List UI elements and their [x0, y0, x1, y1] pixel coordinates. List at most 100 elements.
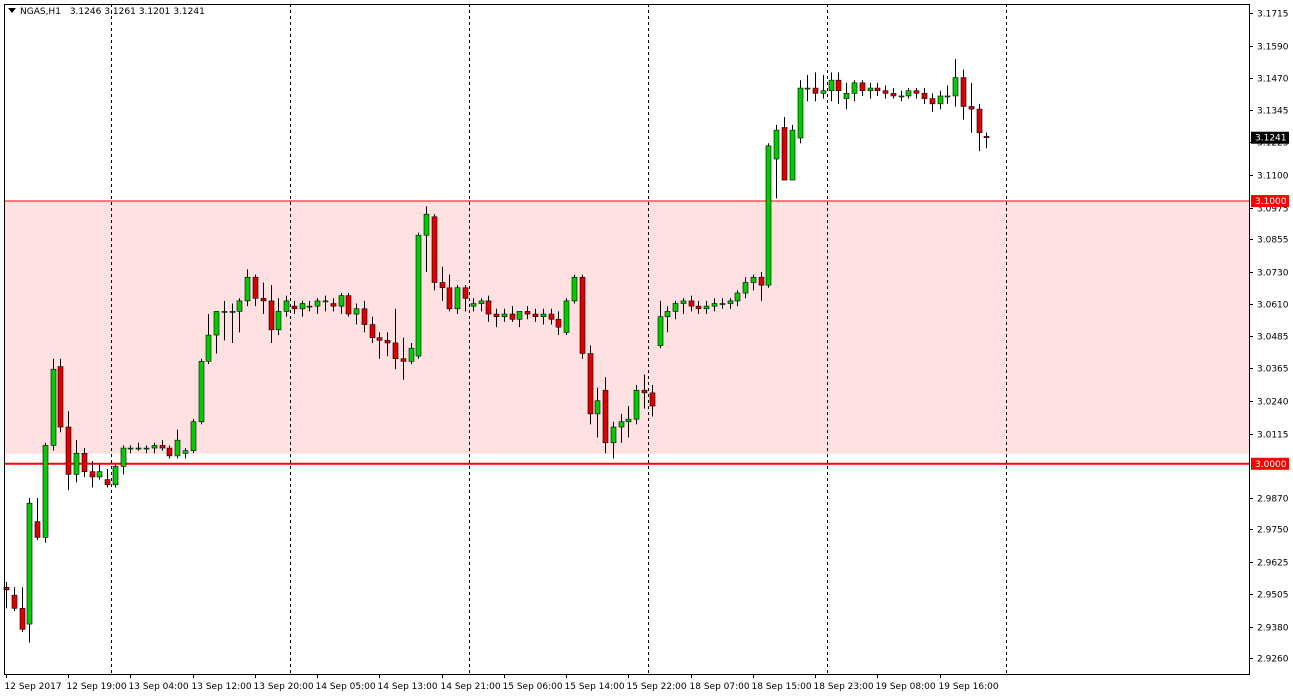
candle-body: [641, 389, 648, 394]
candle-body: [26, 502, 33, 625]
candle: [485, 295, 492, 322]
candle-body: [338, 295, 345, 307]
candle-body: [618, 421, 625, 428]
x-tick-label: 13 Sep 04:00: [129, 682, 189, 692]
candle-body: [905, 90, 912, 97]
y-tick-label: 3.0115: [1257, 431, 1289, 441]
candle: [804, 74, 811, 102]
y-tick-label: 3.1345: [1257, 107, 1289, 117]
candle: [392, 308, 399, 370]
candle: [835, 72, 842, 104]
candle: [221, 300, 228, 341]
candle: [408, 342, 415, 364]
candle-body: [431, 216, 438, 283]
candle: [540, 308, 547, 325]
candle-body: [711, 303, 718, 307]
candle: [664, 306, 671, 333]
candle: [104, 469, 111, 488]
candle: [968, 82, 975, 133]
zone-top-price-label-bg: [1251, 195, 1289, 208]
y-tick-label: 2.9260: [1257, 655, 1289, 665]
candle-body: [454, 287, 461, 310]
candle-body: [306, 305, 313, 308]
candle: [446, 274, 453, 312]
candle-body: [11, 594, 18, 609]
dropdown-triangle-icon[interactable]: [8, 8, 16, 13]
candle-body: [835, 79, 842, 92]
candle: [151, 442, 158, 454]
candle: [431, 214, 438, 291]
candle: [236, 298, 243, 333]
candle-body: [81, 452, 88, 472]
candle-body: [275, 311, 282, 331]
candle-body: [944, 95, 951, 98]
candle: [929, 93, 936, 112]
candle: [657, 300, 664, 349]
candle: [781, 116, 788, 181]
candle-body: [485, 300, 492, 315]
candle: [493, 308, 500, 328]
candle: [205, 314, 212, 364]
candle: [330, 298, 337, 312]
candle: [913, 88, 920, 99]
candle-body: [859, 82, 866, 92]
candle-body: [112, 466, 119, 486]
candle: [159, 440, 166, 451]
candle: [859, 80, 866, 96]
candle-body: [244, 276, 251, 302]
candle-body: [882, 90, 889, 94]
candle: [338, 293, 345, 315]
candle-body: [415, 234, 422, 357]
candle: [478, 298, 485, 312]
candle-body: [478, 300, 485, 304]
candle-body: [19, 608, 26, 630]
candle-body: [57, 366, 64, 428]
y-tick-label: 3.1470: [1257, 75, 1289, 85]
close-value: 3.1241: [173, 7, 205, 17]
zone-fill: [4, 201, 1249, 454]
candle: [415, 232, 422, 359]
candle-body: [703, 305, 710, 310]
candle-body: [408, 347, 415, 362]
level-price-label-text: 3.0000: [1255, 460, 1287, 470]
candle-body: [345, 295, 352, 315]
candle: [345, 293, 352, 317]
candle-body: [268, 300, 275, 331]
candle: [618, 413, 625, 443]
candle-body: [695, 305, 702, 310]
candle: [275, 298, 282, 336]
candle: [944, 85, 951, 104]
y-tick-label: 3.1100: [1257, 172, 1289, 182]
candle: [898, 90, 905, 102]
candle: [703, 300, 710, 315]
candle-body: [439, 282, 446, 289]
candle-body: [330, 303, 337, 307]
candle: [672, 300, 679, 320]
candle-body: [34, 521, 41, 538]
y-tick-label: 2.9505: [1257, 591, 1289, 601]
candle: [143, 445, 150, 454]
candle-body: [750, 276, 757, 283]
candle: [34, 497, 41, 540]
candle: [384, 332, 391, 357]
candle: [734, 290, 741, 307]
candle-body: [283, 300, 290, 312]
candle: [610, 421, 617, 459]
x-tick-label: 13 Sep 12:00: [192, 682, 252, 692]
candle: [182, 448, 189, 459]
x-tick-label: 14 Sep 13:00: [378, 682, 438, 692]
current-price-label: 3.1241: [1251, 131, 1289, 144]
candle: [921, 88, 928, 104]
candle-body: [198, 361, 205, 423]
candle-body: [291, 305, 298, 310]
candle-body: [921, 93, 928, 99]
x-tick-label: 15 Sep 22:00: [627, 682, 687, 692]
candle-body: [493, 313, 500, 317]
candle: [112, 463, 119, 488]
candle-body: [952, 77, 959, 97]
candle-body: [548, 313, 555, 320]
candle: [462, 285, 469, 312]
candle-body: [252, 276, 259, 299]
candle: [695, 300, 702, 315]
y-tick-label: 2.9750: [1257, 526, 1289, 536]
